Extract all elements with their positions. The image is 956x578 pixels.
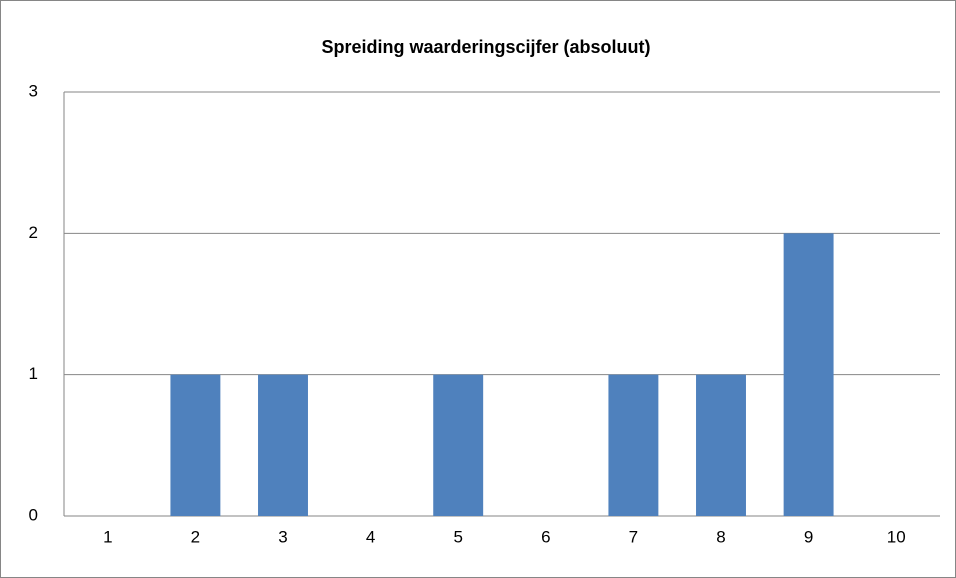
y-tick-label: 0 bbox=[29, 505, 38, 524]
x-tick-label: 2 bbox=[191, 527, 200, 546]
bar bbox=[696, 374, 746, 516]
x-tick-label: 1 bbox=[103, 527, 112, 546]
chart-title: Spreiding waarderingscijfer (absoluut) bbox=[321, 37, 650, 57]
x-tick-label: 10 bbox=[887, 527, 906, 546]
y-tick-label: 3 bbox=[29, 81, 38, 100]
bar bbox=[608, 374, 659, 516]
x-tick-label: 8 bbox=[716, 527, 725, 546]
bar bbox=[783, 233, 834, 517]
x-tick-label: 9 bbox=[804, 527, 813, 546]
bar bbox=[433, 374, 484, 516]
bar bbox=[258, 374, 308, 516]
y-tick-label: 1 bbox=[29, 364, 38, 383]
bar bbox=[170, 374, 221, 516]
x-tick-label: 4 bbox=[366, 527, 375, 546]
x-tick-label: 6 bbox=[541, 527, 550, 546]
y-tick-label: 2 bbox=[29, 223, 38, 242]
x-tick-label: 7 bbox=[629, 527, 638, 546]
x-tick-label: 5 bbox=[453, 527, 462, 546]
x-tick-label: 3 bbox=[278, 527, 287, 546]
